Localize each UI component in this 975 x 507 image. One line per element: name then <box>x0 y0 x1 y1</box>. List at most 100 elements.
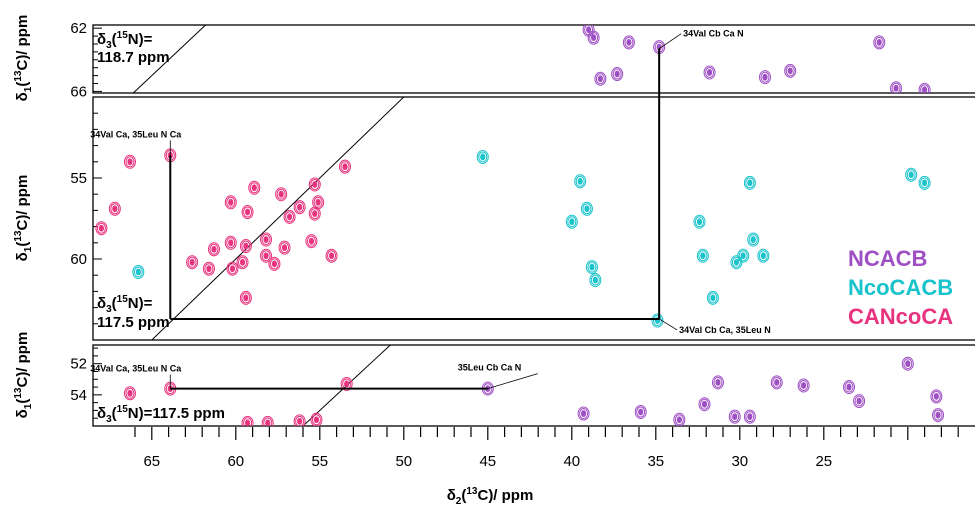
peak-ncocacb <box>706 290 719 305</box>
contour-core <box>787 67 793 75</box>
contour-mid <box>306 235 316 247</box>
contour-core <box>922 179 928 187</box>
contour-core <box>263 252 269 260</box>
contour-outer <box>239 290 252 305</box>
y-label-rest: C)/ ppm <box>14 175 31 231</box>
annotation-middle-1: 34Val Cb Ca, 35Leu N <box>658 318 771 335</box>
contour-outer <box>239 239 252 254</box>
contour-core <box>905 360 911 368</box>
peak-ncacb <box>873 35 886 50</box>
peak-ncocacb <box>757 248 770 263</box>
peak-cancoca <box>108 201 121 216</box>
contour-core <box>243 242 249 250</box>
y-label-sup: 13 <box>13 387 24 399</box>
contour-outer <box>293 200 306 215</box>
contour-core <box>922 86 928 93</box>
contour-outer <box>918 175 931 190</box>
contour-core <box>740 252 746 260</box>
x-label-sup: 13 <box>466 486 478 497</box>
contour-core <box>239 258 246 266</box>
contour-core <box>638 408 644 416</box>
peak-ncocacb <box>905 167 918 182</box>
annotation-text: 34Val Ca, 35Leu N Ca <box>90 364 182 374</box>
contour-mid <box>760 71 770 83</box>
contour-mid <box>295 415 305 426</box>
contour-core <box>127 158 133 166</box>
y-label-rest: C)/ ppm <box>14 332 31 388</box>
plane-label-sup: 15 <box>117 404 129 415</box>
contour-outer <box>784 63 797 78</box>
plane-label-sub: 3 <box>106 414 112 425</box>
plane-label-sub: 3 <box>106 40 112 51</box>
contour-outer <box>770 375 783 390</box>
peak-ncocacb <box>743 175 756 190</box>
peak-ncacb <box>673 412 686 426</box>
contour-outer <box>930 389 943 404</box>
plane-label-sub: 3 <box>106 304 112 315</box>
panels-layer: 62 66 55 60 52 54 65 60 55 50 45 40 35 30 25 <box>70 20 975 470</box>
annotation-leader <box>658 318 678 331</box>
contour-core <box>732 413 738 421</box>
contour-outer <box>260 248 273 263</box>
contour-mid <box>133 266 143 278</box>
peak-ncocacb <box>747 232 760 247</box>
contour-mid <box>327 250 337 262</box>
y-label-main: δ <box>14 252 31 261</box>
plane-label-main: δ <box>97 31 106 48</box>
contour-outer <box>248 180 261 195</box>
contour-mid <box>567 216 577 228</box>
x-label-rest: C)/ ppm <box>477 487 533 504</box>
contour-outer <box>743 175 756 190</box>
peak-cancoca <box>224 235 237 250</box>
panel-frame <box>92 24 975 94</box>
plane-label-top: δ3(15N)= 118.7 ppm <box>97 30 170 66</box>
contour-outer <box>594 71 607 86</box>
contour-core <box>229 265 236 273</box>
contour-outer <box>123 386 136 401</box>
contour-outer <box>873 35 886 50</box>
contour-mid <box>933 409 943 421</box>
peak-ncacb <box>611 67 624 82</box>
y-tick-label: 52 <box>70 356 87 373</box>
contour-mid <box>674 414 684 426</box>
peak-ncacb <box>784 63 797 78</box>
contour-outer <box>757 248 770 263</box>
contour-outer <box>340 376 353 391</box>
annotations-layer: 34Val Cb Ca N 34Val Ca, 35Leu N Ca 34Val C… <box>90 29 771 390</box>
peak-ncacb <box>918 82 931 93</box>
contour-core <box>313 416 320 424</box>
peak-cancoca <box>226 261 239 276</box>
contour-mid <box>738 250 748 262</box>
peak-cancoca <box>305 234 318 249</box>
contour-core <box>308 237 314 245</box>
contour-outer <box>260 232 273 247</box>
contour-outer <box>611 67 624 82</box>
peak-ncocacb <box>730 255 743 270</box>
contour-mid <box>187 256 197 268</box>
peak-ncacb <box>711 375 724 390</box>
peak-cancoca <box>95 221 108 236</box>
peak-ncocacb <box>737 248 750 263</box>
peak-ncocacb <box>693 214 706 229</box>
peak-ncacb <box>594 71 607 86</box>
peak-cancoca <box>293 200 306 215</box>
peak-ncacb <box>759 70 771 85</box>
peaks-middle <box>95 148 931 328</box>
x-tick-label: 40 <box>563 453 580 470</box>
y-label-open: ( <box>14 242 31 247</box>
contour-outer <box>797 378 810 393</box>
contour-core <box>278 190 284 198</box>
contour-core <box>801 382 807 389</box>
y-label-sub: 1 <box>23 403 34 409</box>
x-axis-label: δ2(13C)/ ppm <box>447 486 534 507</box>
contour-outer <box>711 375 724 390</box>
peak-cancoca <box>260 248 273 263</box>
peak-cancoca <box>241 415 254 426</box>
y-label-rest: C)/ ppm <box>14 15 31 71</box>
legend: NCACB NcoCACB CANcoCA <box>848 246 953 329</box>
contour-mid <box>589 32 599 44</box>
contour-outer <box>241 415 254 426</box>
peak-ncacb <box>634 404 647 419</box>
y-label-open: ( <box>14 399 31 404</box>
